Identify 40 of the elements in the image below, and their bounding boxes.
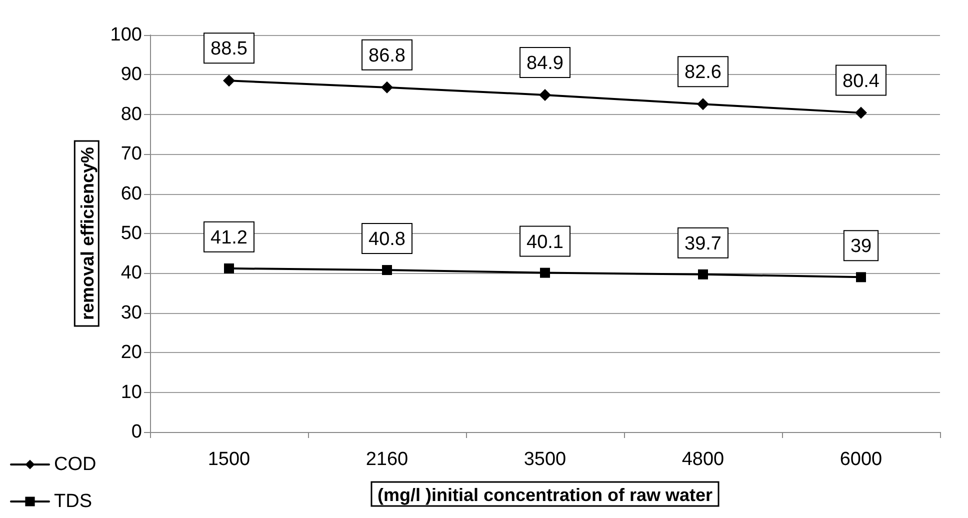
legend-label: TDS: [54, 491, 92, 512]
x-tick-label: 1500: [208, 449, 250, 470]
y-tick-label: 90: [120, 64, 142, 86]
x-axis-title: (mg/l )initial concentration of raw water: [377, 485, 713, 505]
data-label: 80.4: [842, 70, 880, 92]
point: [382, 265, 392, 276]
point: [539, 88, 551, 101]
legend-label: COD: [54, 454, 96, 475]
y-axis-title: removal efficiency%: [78, 146, 98, 320]
data-label: 40.1: [526, 232, 564, 253]
y-tick-label: 100: [110, 24, 142, 46]
data-label: 39.7: [684, 233, 722, 254]
point: [698, 269, 708, 280]
x-tick-label: 4800: [682, 449, 724, 470]
point: [540, 268, 550, 278]
point: [697, 98, 709, 110]
data-label: 84.9: [526, 52, 564, 74]
point: [381, 81, 393, 94]
data-label: 86.8: [368, 45, 406, 66]
y-tick-label: 30: [120, 302, 142, 324]
y-tick-label: 40: [120, 262, 142, 284]
x-tick-label: 3500: [524, 449, 566, 470]
y-tick-label: 60: [120, 183, 142, 204]
data-label: 39: [850, 236, 872, 258]
point: [224, 263, 234, 274]
y-tick-label: 70: [120, 144, 142, 165]
y-tick-label: 10: [120, 382, 142, 403]
point: [223, 74, 235, 87]
x-tick-label: 6000: [840, 449, 882, 470]
y-tick-label: 80: [120, 104, 142, 125]
data-label: 40.8: [368, 229, 406, 250]
x-tick-label: 2160: [366, 449, 408, 470]
y-tick-label: 0: [131, 422, 142, 442]
point: [855, 106, 867, 119]
y-tick-label: 50: [120, 223, 142, 244]
y-tick-label: 20: [120, 342, 142, 364]
data-label: 82.6: [684, 62, 722, 84]
data-label: 88.5: [210, 38, 248, 60]
data-label: 41.2: [210, 227, 248, 248]
point: [856, 272, 866, 282]
